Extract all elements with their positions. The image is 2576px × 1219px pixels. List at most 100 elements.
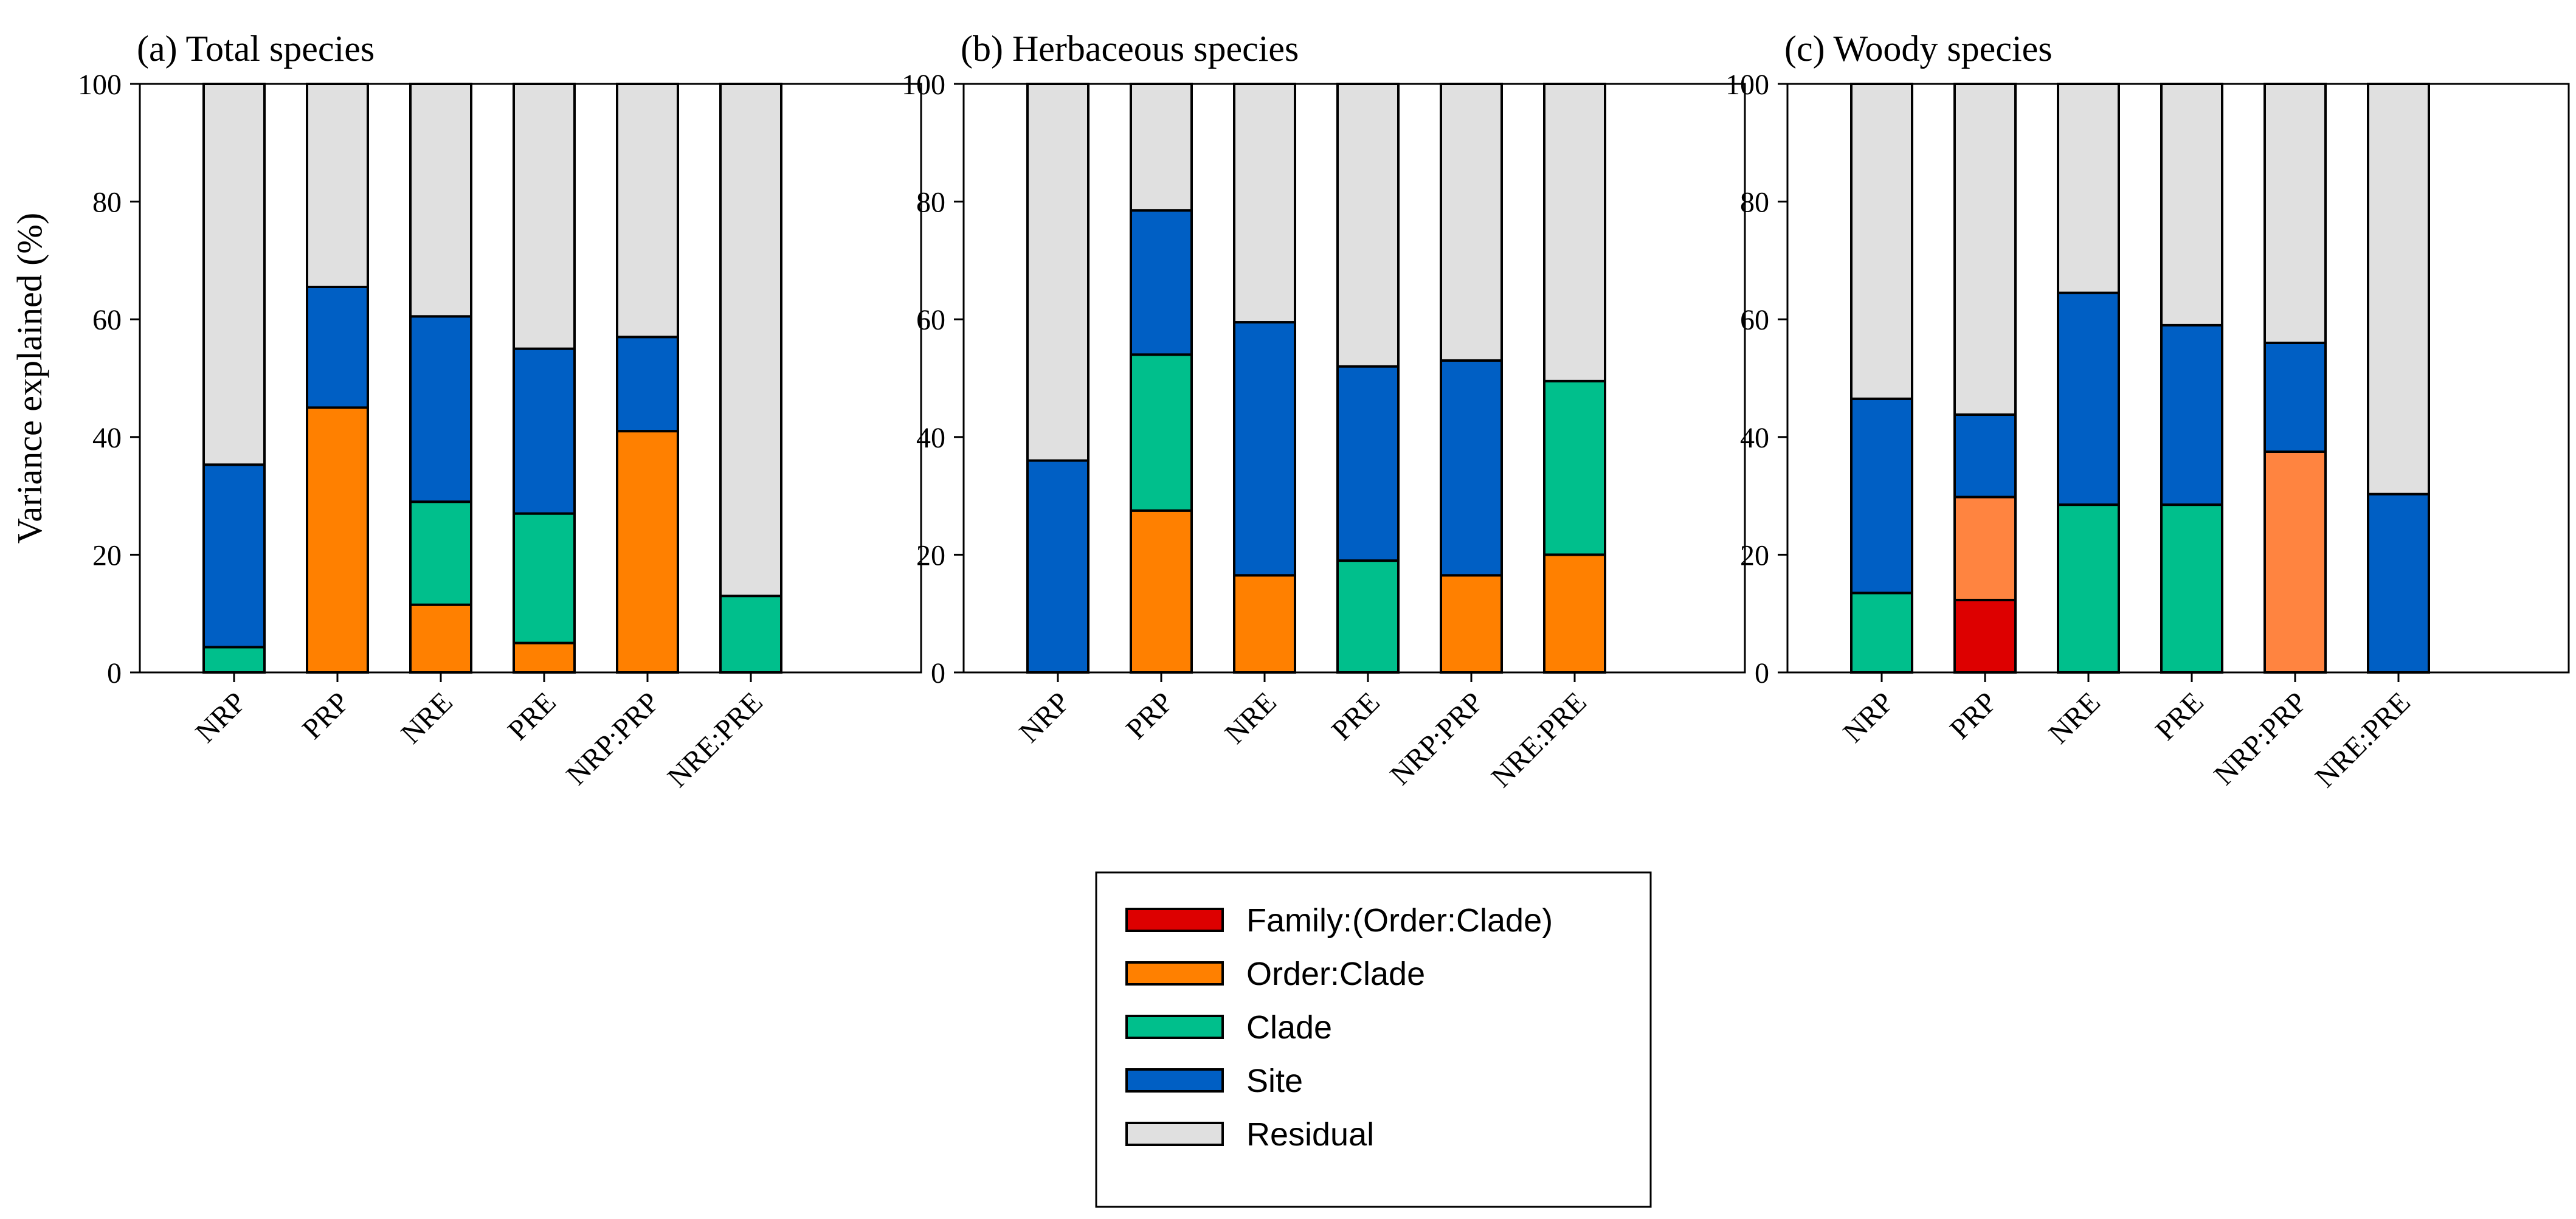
bar-segment-clade [202,646,266,674]
bar-segment-site [616,336,679,433]
bar-segment-residual [1026,83,1089,462]
y-tick-label: 60 [92,304,122,336]
y-tick-label: 20 [1740,539,1769,572]
y-tick-label: 0 [931,657,945,689]
y-tick-label: 40 [1740,422,1769,454]
legend-swatch [1125,1122,1224,1146]
bar-nrp-prp [616,83,679,674]
bar-segment-clade [1336,559,1400,674]
y-tick-label: 80 [1740,187,1769,219]
legend-label: Clade [1246,1009,1332,1046]
bar-segment-clade [719,595,782,674]
legend-label: Site [1246,1063,1303,1099]
legend-swatch [1125,961,1224,986]
bar-segment-residual [513,83,576,350]
legend-item-residual: Residual [1125,1116,1374,1153]
bar-nre-pre [1543,83,1606,674]
legend-item-site: Site [1125,1063,1303,1099]
legend-label: Residual [1246,1116,1374,1153]
bar-segment-order-clade [306,406,369,674]
bar-segment-order-clade [1130,509,1193,674]
legend-item-clade: Clade [1125,1009,1332,1046]
panel-title: (a) Total species [137,29,375,69]
bar-segment-residual [2263,83,2327,344]
bar-segment-residual [202,83,266,466]
bar-nrp-prp [1440,83,1503,674]
bar-segment-residual [409,83,472,318]
bar-prp [306,83,369,674]
y-tick-label: 100 [902,69,945,101]
panel-title: (b) Herbaceous species [961,29,1299,69]
legend-item-order-clade: Order:Clade [1125,956,1425,992]
legend-swatch [1125,1015,1224,1039]
bar-segment-order-clade [2263,451,2327,674]
bar-segment-clade [1850,592,1913,674]
bar-segment-site [1440,359,1503,577]
bar-segment-site [2057,291,2120,506]
bar-segment-residual [2160,83,2223,326]
bar-segment-site [1953,413,2017,499]
y-axis-label: Variance explained (%) [10,213,49,544]
bar-segment-residual [719,83,782,598]
bar-segment-site [202,463,266,649]
bar-segment-residual [1130,83,1193,212]
bar-segment-clade [1543,379,1606,556]
bar-segment-residual [1233,83,1296,324]
y-tick-label: 100 [78,69,122,101]
bar-segment-residual [2057,83,2120,294]
bar-nrp [1850,83,1913,674]
bar-segment-clade [2160,503,2223,674]
bar-segment-site [1130,209,1193,356]
bar-nre [409,83,472,674]
legend-swatch [1125,1068,1224,1093]
bar-nre-pre [719,83,782,674]
bar-nre-pre [2367,83,2430,674]
y-tick-label: 100 [1725,69,1769,101]
panel-title: (c) Woody species [1784,29,2053,69]
bar-segment-residual [2367,83,2430,496]
bar-segment-site [2160,323,2223,506]
legend-label: Order:Clade [1246,956,1425,992]
legend-item-family-order-clade: Family:(Order:Clade) [1125,902,1553,939]
bar-segment-family-order-clade [1953,598,2017,674]
bar-segment-site [1233,321,1296,577]
y-tick-label: 40 [92,422,122,454]
bar-segment-residual [1336,83,1400,368]
y-tick-label: 40 [916,422,945,454]
legend: Family:(Order:Clade) Order:Clade Clade Site… [1095,871,1652,1208]
bar-nrp [1026,83,1089,674]
bar-segment-order-clade [1233,574,1296,674]
bar-nrp-prp [2263,83,2327,674]
y-tick-label: 80 [92,187,122,219]
bar-segment-site [409,315,472,503]
bar-segment-order-clade [1440,574,1503,674]
bar-segment-order-clade [1543,553,1606,674]
y-tick-label: 0 [1755,657,1769,689]
bar-segment-site [1850,397,1913,595]
y-tick-label: 20 [92,539,122,572]
bar-pre [2160,83,2223,674]
bar-segment-site [513,347,576,515]
bar-segment-order-clade [409,603,472,674]
bar-segment-residual [1850,83,1913,400]
y-tick-label: 0 [107,657,122,689]
bar-segment-site [2367,492,2430,674]
bar-segment-clade [2057,503,2120,674]
bar-segment-site [306,285,369,409]
y-tick-label: 60 [1740,304,1769,336]
bar-prp [1953,83,2017,674]
legend-swatch [1125,908,1224,932]
bar-pre [1336,83,1400,674]
y-tick-label: 80 [916,187,945,219]
bar-segment-residual [1953,83,2017,416]
bar-segment-site [1026,459,1089,674]
bar-segment-order-clade [513,641,576,674]
bar-nrp [202,83,266,674]
bar-segment-residual [1543,83,1606,382]
bar-segment-site [1336,365,1400,562]
bar-prp [1130,83,1193,674]
legend-label: Family:(Order:Clade) [1246,902,1553,939]
y-tick-label: 20 [916,539,945,572]
bar-segment-clade [513,512,576,644]
